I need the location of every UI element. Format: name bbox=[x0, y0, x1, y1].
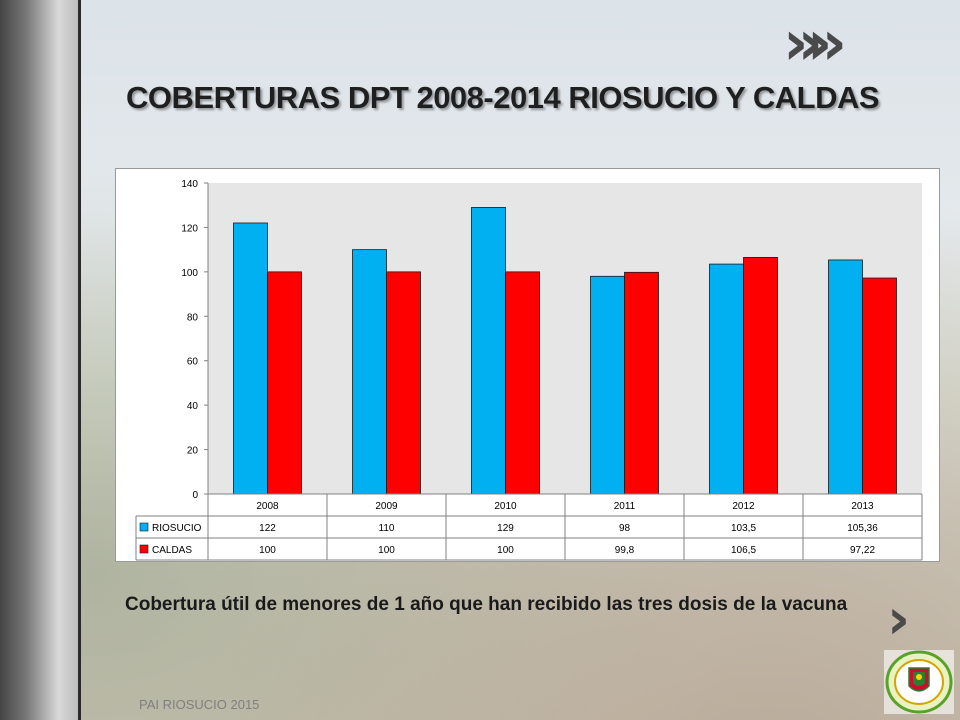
data-table-value: 99,8 bbox=[615, 545, 635, 556]
y-tick-label: 120 bbox=[181, 223, 198, 234]
double-chevron-icon: »» bbox=[783, 6, 847, 79]
slide-caption: Cobertura útil de menores de 1 año que h… bbox=[125, 594, 848, 615]
y-tick-label: 80 bbox=[187, 312, 199, 323]
category-label: 2012 bbox=[732, 501, 755, 512]
bar-caldas-2011 bbox=[624, 271, 659, 495]
category-label: 2013 bbox=[851, 501, 874, 512]
data-table-value: 105,36 bbox=[847, 523, 878, 534]
category-label: 2009 bbox=[375, 501, 398, 512]
bar-caldas-2009 bbox=[386, 271, 421, 495]
data-table-value: 98 bbox=[619, 523, 631, 534]
bar-caldas-2008 bbox=[267, 271, 302, 495]
footer-text: PAI RIOSUCIO 2015 bbox=[139, 697, 260, 712]
y-tick-label: 140 bbox=[181, 179, 198, 190]
bar-caldas-2010 bbox=[505, 271, 540, 495]
left-sidebar-edge bbox=[78, 0, 81, 720]
legend-key-riosucio bbox=[139, 522, 149, 532]
legend-series-name: RIOSUCIO bbox=[152, 523, 202, 534]
bar-riosucio-2011 bbox=[590, 275, 625, 495]
slide-title: COBERTURAS DPT 2008-2014 RIOSUCIO Y CALD… bbox=[126, 80, 880, 115]
data-table-value: 103,5 bbox=[731, 523, 756, 534]
plot-area bbox=[208, 183, 922, 494]
legend-key-caldas bbox=[139, 544, 149, 554]
data-table-value: 100 bbox=[497, 545, 514, 556]
bar-riosucio-2013 bbox=[828, 259, 863, 495]
chevron-right-icon: › bbox=[887, 587, 911, 652]
y-tick-label: 0 bbox=[192, 490, 198, 501]
bar-riosucio-2008 bbox=[233, 222, 268, 495]
y-tick-label: 40 bbox=[187, 401, 199, 412]
category-label: 2011 bbox=[614, 501, 636, 512]
municipal-seal-logo bbox=[884, 650, 954, 714]
category-label: 2008 bbox=[256, 501, 279, 512]
y-tick-label: 60 bbox=[187, 357, 199, 368]
bar-chart: 0 20 40 60 80 100 120 140 2008 2009 2010 2011 2012 20… bbox=[135, 179, 923, 561]
legend-series-name: CALDAS bbox=[152, 545, 192, 556]
data-table-value: 122 bbox=[259, 523, 276, 534]
category-label: 2010 bbox=[494, 501, 517, 512]
data-table-value: 110 bbox=[379, 523, 395, 534]
bar-riosucio-2010 bbox=[471, 207, 506, 495]
chart-container: 0 20 40 60 80 100 120 140 2008 2009 2010 2011 2012 20… bbox=[115, 168, 940, 562]
data-table-value: 106,5 bbox=[731, 545, 756, 556]
bar-riosucio-2009 bbox=[352, 249, 387, 495]
bar-caldas-2013 bbox=[862, 277, 897, 495]
data-table-value: 100 bbox=[259, 545, 276, 556]
data-table-value: 97,22 bbox=[850, 545, 875, 556]
y-tick-label: 20 bbox=[187, 446, 199, 457]
bar-riosucio-2012 bbox=[709, 263, 744, 495]
data-table-value: 129 bbox=[497, 523, 514, 534]
left-sidebar-band bbox=[0, 0, 78, 720]
y-tick-label: 100 bbox=[181, 268, 198, 279]
bar-caldas-2012 bbox=[743, 257, 778, 495]
data-table-value: 100 bbox=[378, 545, 395, 556]
